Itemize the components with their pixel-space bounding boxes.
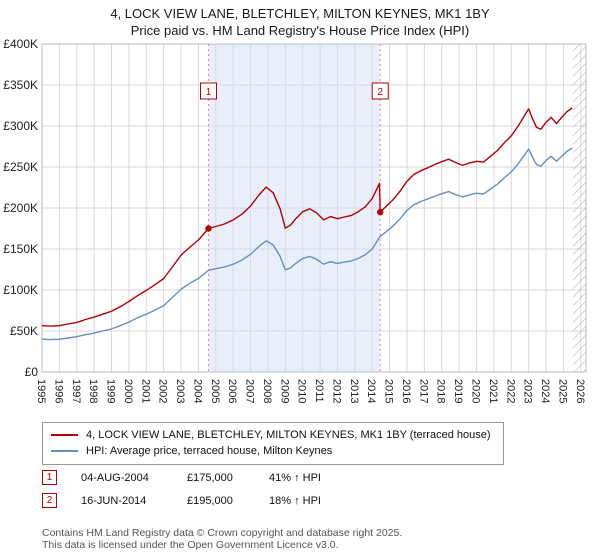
y-axis-label: £200K <box>3 201 38 215</box>
sale-2-marker: 2 <box>42 493 57 508</box>
sale-2-date: 16-JUN-2014 <box>81 494 147 507</box>
x-axis-label: 2011 <box>313 379 325 403</box>
x-axis-label: 2007 <box>244 379 256 403</box>
copyright-line-1: Contains HM Land Registry data © Crown c… <box>42 527 403 539</box>
chart-title: 4, LOCK VIEW LANE, BLETCHLEY, MILTON KEY… <box>110 6 490 21</box>
y-axis-label: £100K <box>3 283 38 297</box>
sale-dot-1 <box>205 225 212 232</box>
y-axis-label: £250K <box>3 160 38 174</box>
x-axis-label: 2016 <box>400 379 412 403</box>
x-axis-label: 2005 <box>209 379 221 403</box>
sale-annotation-2: 2 16-JUN-2014 £195,000 18% ↑ HPI <box>42 493 321 508</box>
x-axis-label: 2014 <box>365 379 377 403</box>
price-chart-svg: 1 2 £0 £50K £100K £150K £200K £250K £300K £350K £4… <box>3 38 587 403</box>
x-axis-label: 2021 <box>487 379 499 403</box>
x-axis-label: 2006 <box>226 379 238 403</box>
price-chart: 1 2 £0 £50K £100K £150K £200K £250K £300K £350K £4… <box>0 38 600 420</box>
x-axis-label: 2022 <box>504 379 516 403</box>
chart-header: 4, LOCK VIEW LANE, BLETCHLEY, MILTON KEY… <box>0 5 600 39</box>
sale-1-date: 04-AUG-2004 <box>81 471 149 484</box>
x-axis-label: 2003 <box>174 379 186 403</box>
y-axis-label: £50K <box>10 324 38 338</box>
x-axis-label: 1998 <box>87 379 99 403</box>
hpi-line-swatch <box>51 450 78 452</box>
sale-marker-box-2 <box>371 82 389 100</box>
chart-subtitle: Price paid vs. HM Land Registry's House … <box>130 23 470 38</box>
sale-2-hpi-delta: 18% ↑ HPI <box>269 494 321 507</box>
legend-label-property: 4, LOCK VIEW LANE, BLETCHLEY, MILTON KEY… <box>86 429 491 441</box>
x-axis-label: 2013 <box>348 379 360 403</box>
x-axis-label: 2009 <box>278 379 290 403</box>
sale-annotations: 1 04-AUG-2004 £175,000 41% ↑ HPI 2 16-JU… <box>42 470 321 516</box>
sale-annotation-1: 1 04-AUG-2004 £175,000 41% ↑ HPI <box>42 470 321 485</box>
x-axis-label: 1995 <box>35 379 47 403</box>
x-axis-label: 2000 <box>122 379 134 403</box>
sale-dot-2 <box>377 208 384 216</box>
sale-2-price: £195,000 <box>187 494 233 507</box>
x-axis-label: 2026 <box>574 379 586 403</box>
legend: 4, LOCK VIEW LANE, BLETCHLEY, MILTON KEY… <box>42 422 504 465</box>
x-axis-label: 1996 <box>52 379 64 403</box>
x-axis-label: 2002 <box>157 379 169 403</box>
sale-1-price: £175,000 <box>187 471 233 484</box>
sale-marker-number-1: 1 <box>206 87 212 98</box>
x-axis-label: 2025 <box>556 379 568 403</box>
y-axis-label: £400K <box>3 38 38 51</box>
x-axis-label: 2015 <box>383 379 395 403</box>
legend-item-hpi: HPI: Average price, terraced house, Milt… <box>51 443 491 459</box>
legend-label-hpi: HPI: Average price, terraced house, Milt… <box>86 445 333 457</box>
x-axis-label: 2012 <box>330 379 342 403</box>
property-price-line <box>41 107 573 327</box>
x-axis-label: 2024 <box>539 379 551 403</box>
plot-border <box>41 43 587 373</box>
x-axis-label: 2018 <box>435 379 447 403</box>
y-axis-label: £0 <box>25 365 39 379</box>
sale-1-hpi-delta: 41% ↑ HPI <box>269 471 321 484</box>
sale-marker-number-2: 2 <box>377 87 383 98</box>
hpi-line <box>41 147 573 341</box>
x-axis-label: 2004 <box>191 379 203 403</box>
property-line-swatch <box>51 434 78 436</box>
copyright-line-2: This data is licensed under the Open Gov… <box>42 539 339 551</box>
x-axis-label: 1999 <box>105 379 117 403</box>
sale-marker-box-1 <box>200 82 218 100</box>
x-axis-label: 2017 <box>417 379 429 403</box>
x-axis-label: 2019 <box>452 379 464 403</box>
x-axis-label: 1997 <box>70 379 82 403</box>
copyright-footer: Contains HM Land Registry data © Crown c… <box>42 527 402 551</box>
y-axis-label: £350K <box>3 78 38 92</box>
legend-item-property: 4, LOCK VIEW LANE, BLETCHLEY, MILTON KEY… <box>51 427 491 443</box>
x-axis-label: 2008 <box>261 379 273 403</box>
x-axis-label: 2010 <box>296 379 308 403</box>
y-axis-label: £300K <box>3 119 38 133</box>
sale-1-marker: 1 <box>42 470 57 485</box>
future-hatch-region <box>572 44 586 372</box>
x-axis-label: 2023 <box>522 379 534 403</box>
x-axis-label: 2001 <box>139 379 151 403</box>
x-axis-label: 2020 <box>470 379 482 403</box>
y-axis-label: £150K <box>3 242 38 256</box>
